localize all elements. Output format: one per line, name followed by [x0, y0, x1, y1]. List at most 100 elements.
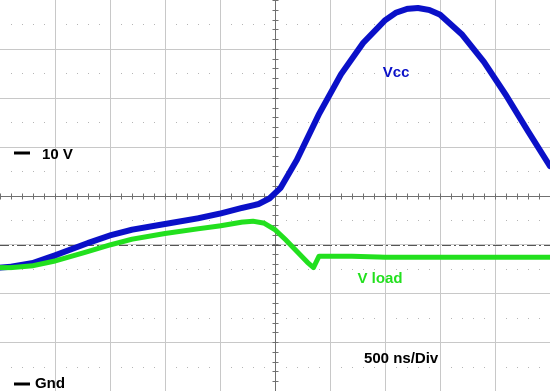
grid-dot [66, 24, 67, 25]
grid-dot [407, 318, 408, 319]
grid-dot [33, 220, 34, 221]
grid-dot [418, 24, 419, 25]
grid-dot [209, 122, 210, 123]
grid-dot [264, 24, 265, 25]
grid-dot [264, 73, 265, 74]
grid-dot [451, 171, 452, 172]
grid-dot [286, 171, 287, 172]
grid-dot [319, 24, 320, 25]
grid-dot [176, 269, 177, 270]
grid-dot [484, 220, 485, 221]
grid-dot [209, 24, 210, 25]
grid-dot [484, 269, 485, 270]
grid-dot [352, 269, 353, 270]
grid-dot [264, 122, 265, 123]
grid-dot [484, 122, 485, 123]
grid-dot [297, 122, 298, 123]
grid-dot [264, 220, 265, 221]
grid-dot [121, 220, 122, 221]
grid-dot [418, 122, 419, 123]
grid-dot [264, 171, 265, 172]
grid-dot [319, 269, 320, 270]
grid-dot [374, 269, 375, 270]
grid-dot [528, 73, 529, 74]
grid-dot [363, 367, 364, 368]
grid-dot [99, 220, 100, 221]
grid-dot [484, 367, 485, 368]
grid-dot [429, 73, 430, 74]
grid-dot [209, 220, 210, 221]
grid-dot [528, 367, 529, 368]
grid-dot [528, 24, 529, 25]
grid-dot [308, 367, 309, 368]
grid-dot [484, 73, 485, 74]
grid-dot [44, 318, 45, 319]
grid-dot [506, 122, 507, 123]
grid-dot [308, 73, 309, 74]
grid-dot [396, 24, 397, 25]
grid-dot [154, 367, 155, 368]
grid-dot [99, 24, 100, 25]
grid-dot [11, 220, 12, 221]
grid-dot [517, 24, 518, 25]
grid-dot [33, 171, 34, 172]
grid-dot [66, 269, 67, 270]
grid-dot [352, 171, 353, 172]
grid-dot [506, 24, 507, 25]
grid-dot [407, 122, 408, 123]
grid-dot [143, 122, 144, 123]
grid-dot [22, 171, 23, 172]
grid-dot [132, 73, 133, 74]
grid-dot [396, 367, 397, 368]
grid-dot [132, 220, 133, 221]
grid-dot [44, 220, 45, 221]
grid-dot [99, 318, 100, 319]
grid-dot [66, 318, 67, 319]
grid-dot [143, 367, 144, 368]
grid-dot [539, 367, 540, 368]
grid-dot [506, 367, 507, 368]
grid-dot [187, 24, 188, 25]
grid-dot [154, 220, 155, 221]
grid-dot [374, 73, 375, 74]
grid-dot [352, 220, 353, 221]
grid-dot [462, 318, 463, 319]
grid-dot [363, 220, 364, 221]
grid-dot [396, 73, 397, 74]
grid-dot [264, 269, 265, 270]
grid-dot [154, 122, 155, 123]
grid-dot [308, 318, 309, 319]
trace-vcc [0, 5, 550, 271]
grid-dot [143, 318, 144, 319]
grid-dot [286, 367, 287, 368]
grid-dot [77, 122, 78, 123]
grid-dot [22, 367, 23, 368]
grid-dot [297, 269, 298, 270]
grid-dot [66, 220, 67, 221]
grid-dot [341, 171, 342, 172]
grid-dot [11, 24, 12, 25]
grid-dot [33, 269, 34, 270]
grid-dot [198, 318, 199, 319]
grid-dot [506, 220, 507, 221]
grid-dot [231, 269, 232, 270]
grid-dot [363, 73, 364, 74]
grid-dot [22, 318, 23, 319]
grid-dot [22, 24, 23, 25]
grid-dot [451, 269, 452, 270]
grid-dot [396, 269, 397, 270]
grid-dot [352, 73, 353, 74]
grid-dot [517, 269, 518, 270]
grid-dot [77, 220, 78, 221]
grid-dot [418, 220, 419, 221]
grid-dot [308, 122, 309, 123]
grid-dot [473, 122, 474, 123]
grid-dot [286, 269, 287, 270]
grid-dot [132, 367, 133, 368]
grid-dot [429, 171, 430, 172]
grid-dot [198, 24, 199, 25]
grid-dot [319, 171, 320, 172]
grid-dot [231, 220, 232, 221]
grid-dot [308, 220, 309, 221]
